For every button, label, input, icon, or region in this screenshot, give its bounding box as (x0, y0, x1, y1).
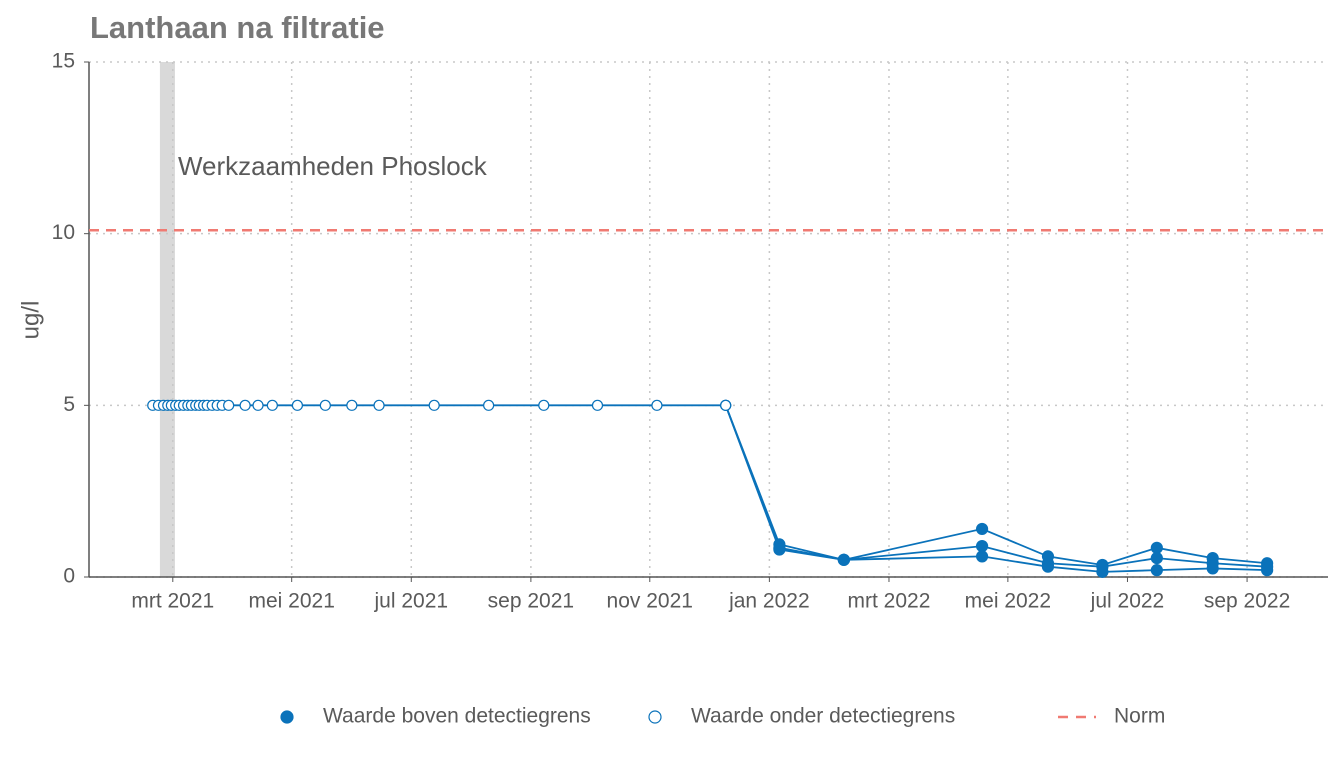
y-tick-label: 15 (52, 50, 75, 73)
x-tick-label: mei 2022 (965, 590, 1051, 613)
point-above (975, 539, 989, 553)
point-below (346, 399, 358, 411)
point-above (1261, 564, 1274, 577)
series-line (724, 405, 1268, 573)
shade-label: Werkzaamheden Phoslock (178, 151, 488, 181)
point-below (483, 399, 495, 411)
point-below (720, 399, 732, 411)
point-above (975, 522, 989, 536)
point-above (1150, 541, 1163, 554)
point-below (291, 399, 304, 411)
x-tick-label: mei 2021 (248, 590, 334, 613)
x-tick-label: sep 2021 (488, 590, 574, 613)
y-tick-label: 0 (63, 565, 75, 588)
point-below (538, 399, 550, 411)
x-tick-label: jul 2021 (374, 590, 449, 613)
point-below (266, 399, 278, 411)
legend-label: Waarde onder detectiegrens (691, 705, 955, 728)
y-axis-label: ug/l (17, 301, 44, 340)
legend-marker (648, 710, 662, 724)
legend-marker (280, 710, 294, 724)
shade-band (159, 62, 175, 577)
point-above (1150, 552, 1163, 565)
x-tick-label: jan 2022 (728, 590, 810, 613)
point-below (651, 399, 663, 411)
point-below (428, 399, 440, 411)
x-tick-label: mrt 2021 (131, 590, 214, 613)
point-above (1041, 560, 1055, 573)
point-below (223, 399, 235, 411)
point-below (252, 399, 264, 411)
legend-label: Norm (1114, 705, 1165, 728)
legend-label: Waarde boven detectiegrens (323, 705, 591, 728)
chart-title: Lanthaan na filtratie (90, 10, 385, 45)
y-tick-label: 5 (63, 393, 75, 416)
point-below (373, 399, 385, 411)
y-tick-label: 10 (52, 221, 75, 244)
point-above (1096, 565, 1109, 578)
series-line (152, 404, 1268, 566)
point-above (773, 543, 786, 556)
point-below (591, 399, 604, 411)
point-above (837, 553, 850, 566)
series-line (724, 405, 1268, 568)
point-above (975, 550, 989, 563)
point-below (239, 399, 251, 411)
x-tick-label: jul 2022 (1090, 590, 1165, 613)
x-tick-label: sep 2022 (1204, 590, 1290, 613)
x-tick-label: nov 2021 (607, 590, 693, 613)
point-below (319, 399, 331, 411)
point-above (1150, 564, 1163, 577)
x-tick-label: mrt 2022 (848, 590, 931, 613)
point-above (1206, 562, 1219, 575)
